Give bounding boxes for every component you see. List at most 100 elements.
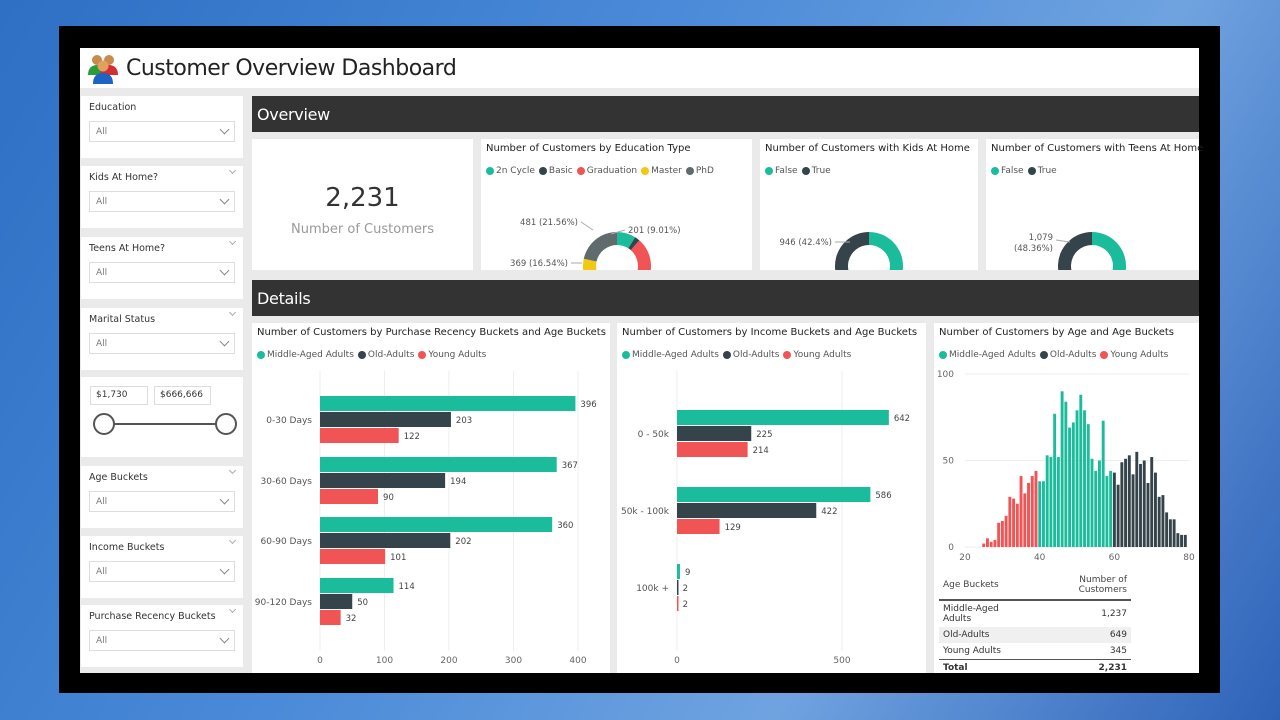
histogram-bar[interactable]	[1135, 451, 1139, 547]
histogram-bar[interactable]	[1146, 482, 1150, 547]
bar-old-adults[interactable]	[320, 412, 451, 427]
slicer-dropdown[interactable]: All	[89, 491, 235, 512]
bar-middle-aged-adults[interactable]	[320, 396, 576, 411]
histogram-bar[interactable]	[1015, 503, 1019, 547]
histogram-bar[interactable]	[1183, 534, 1187, 547]
histogram-bar[interactable]	[1131, 474, 1135, 547]
histogram-bar[interactable]	[1142, 460, 1146, 548]
legend-item[interactable]: Old-Adults	[722, 350, 779, 360]
histogram-bar[interactable]	[1030, 476, 1034, 547]
bar-young-adults[interactable]	[677, 596, 679, 611]
legend-item[interactable]: True	[1027, 166, 1057, 176]
histogram-bar[interactable]	[1116, 484, 1120, 547]
bar-old-adults[interactable]	[320, 533, 451, 548]
legend-item[interactable]: Middle-Aged Adults	[939, 350, 1036, 360]
histogram-bar[interactable]	[1124, 458, 1128, 547]
bar-middle-aged-adults[interactable]	[320, 517, 553, 532]
histogram-bar[interactable]	[1172, 519, 1176, 547]
slider-min-handle[interactable]	[93, 413, 115, 435]
histogram-bar[interactable]	[1090, 458, 1094, 547]
range-max-input[interactable]: $666,666	[154, 386, 211, 405]
histogram-bar[interactable]	[1045, 455, 1049, 547]
bar-young-adults[interactable]	[320, 489, 379, 504]
slicer-dropdown[interactable]: All	[89, 333, 235, 354]
histogram-bar[interactable]	[1038, 481, 1042, 547]
histogram-bar[interactable]	[1004, 515, 1008, 547]
histogram-bar[interactable]	[1034, 470, 1038, 547]
histogram-bar[interactable]	[1042, 481, 1045, 547]
chevron-down-icon[interactable]	[228, 605, 237, 614]
chevron-down-icon[interactable]	[228, 166, 237, 175]
histogram-bar[interactable]	[1060, 391, 1064, 547]
legend-item[interactable]: 2n Cycle	[486, 166, 535, 176]
histogram-bar[interactable]	[993, 540, 997, 547]
donut-slice-2n-cycle[interactable]	[617, 232, 636, 249]
histogram-bar[interactable]	[1027, 482, 1030, 547]
histogram-bar[interactable]	[1019, 476, 1023, 547]
histogram-bar[interactable]	[1012, 498, 1016, 547]
legend-item[interactable]: Master	[641, 166, 682, 176]
histogram-bar[interactable]	[1086, 424, 1090, 547]
chevron-down-icon[interactable]	[228, 237, 237, 246]
legend-item[interactable]: Middle-Aged Adults	[622, 350, 719, 360]
chevron-down-icon[interactable]	[228, 308, 237, 317]
histogram-bar[interactable]	[1098, 460, 1101, 548]
slicer-dropdown[interactable]: All	[89, 191, 235, 212]
column-header[interactable]: Age Buckets	[939, 571, 1029, 601]
bar-old-adults[interactable]	[320, 473, 446, 488]
donut-slice-true[interactable]	[1058, 232, 1092, 270]
histogram-bar[interactable]	[997, 522, 1001, 547]
legend-item[interactable]: Young Adults	[783, 350, 851, 360]
chevron-down-icon[interactable]	[228, 466, 237, 475]
bar-middle-aged-adults[interactable]	[677, 410, 889, 425]
histogram-bar[interactable]	[1068, 427, 1072, 547]
histogram-bar[interactable]	[1023, 493, 1027, 547]
histogram-bar[interactable]	[1109, 470, 1113, 547]
slicer-dropdown[interactable]: All	[89, 121, 235, 142]
bar-young-adults[interactable]	[320, 549, 386, 564]
bar-young-adults[interactable]	[677, 519, 720, 534]
bar-young-adults[interactable]	[320, 428, 399, 443]
legend-item[interactable]: False	[991, 166, 1024, 176]
histogram-bar[interactable]	[1000, 521, 1004, 547]
histogram-bar[interactable]	[1008, 496, 1012, 547]
bar-middle-aged-adults[interactable]	[677, 564, 680, 579]
donut-slice-master[interactable]	[583, 258, 603, 270]
column-header[interactable]: Number of Customers	[1028, 571, 1131, 601]
legend-item[interactable]: Middle-Aged Adults	[257, 350, 354, 360]
bar-old-adults[interactable]	[677, 426, 752, 441]
histogram-bar[interactable]	[1071, 422, 1075, 547]
histogram-bar[interactable]	[1056, 457, 1060, 547]
histogram-bar[interactable]	[1075, 410, 1079, 547]
slicer-dropdown[interactable]: All	[89, 262, 235, 283]
histogram-bar[interactable]	[1154, 472, 1157, 547]
bar-middle-aged-adults[interactable]	[677, 487, 871, 502]
legend-item[interactable]: Young Adults	[1100, 350, 1168, 360]
bar-old-adults[interactable]	[320, 594, 353, 609]
bar-old-adults[interactable]	[677, 503, 817, 518]
histogram-bar[interactable]	[982, 543, 986, 547]
legend-item[interactable]: False	[765, 166, 798, 176]
bar-middle-aged-adults[interactable]	[320, 578, 394, 593]
histogram-bar[interactable]	[1127, 455, 1131, 547]
histogram-bar[interactable]	[1079, 394, 1083, 547]
donut-slice-false[interactable]	[1089, 232, 1126, 270]
legend-item[interactable]: Graduation	[576, 166, 637, 176]
histogram-bar[interactable]	[1139, 463, 1142, 547]
histogram-bar[interactable]	[1094, 470, 1098, 547]
bar-young-adults[interactable]	[677, 442, 748, 457]
histogram-bar[interactable]	[1168, 519, 1172, 547]
histogram-bar[interactable]	[1112, 472, 1116, 547]
histogram-bar[interactable]	[1165, 512, 1169, 547]
donut-slice-graduation[interactable]	[594, 240, 651, 270]
histogram-bar[interactable]	[989, 541, 993, 547]
income-range-slider[interactable]: $1,730 $666,666	[81, 377, 243, 457]
legend-item[interactable]: PhD	[685, 166, 714, 176]
donut-slice-phd[interactable]	[583, 232, 617, 262]
legend-item[interactable]: True	[801, 166, 831, 176]
bar-old-adults[interactable]	[677, 580, 679, 595]
slicer-dropdown[interactable]: All	[89, 561, 235, 582]
histogram-bar[interactable]	[1064, 401, 1068, 547]
bar-middle-aged-adults[interactable]	[320, 457, 557, 472]
histogram-bar[interactable]	[1176, 533, 1180, 547]
